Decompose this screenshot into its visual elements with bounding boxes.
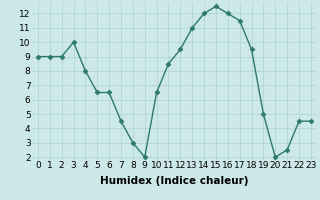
X-axis label: Humidex (Indice chaleur): Humidex (Indice chaleur) — [100, 176, 249, 186]
